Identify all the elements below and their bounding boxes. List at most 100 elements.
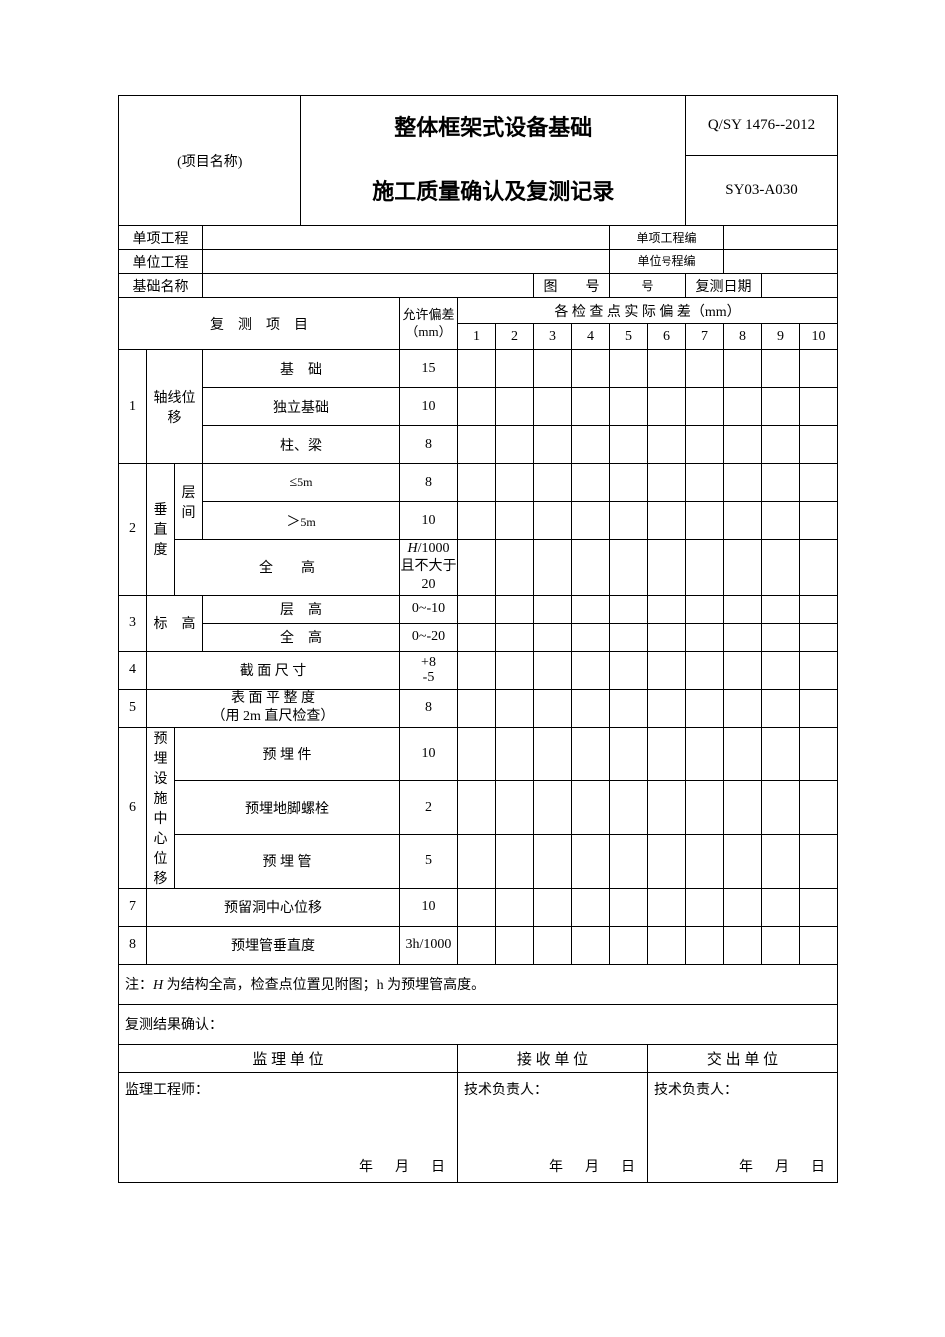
receive-unit-header: 接 收 单 位	[458, 1044, 648, 1072]
cell	[800, 595, 838, 623]
cell	[686, 834, 724, 888]
cell	[534, 623, 572, 651]
single-project-no-label: 单项工程编	[610, 226, 724, 250]
row-2c-tol: H/1000且不大于20	[400, 540, 458, 596]
cell	[800, 623, 838, 651]
confirm-cell: 复测结果确认：	[119, 1004, 838, 1044]
row-1-no: 1	[119, 350, 147, 464]
cell	[800, 689, 838, 727]
cell	[800, 388, 838, 426]
form-table: (项目名称) 整体框架式设备基础 Q/SY 1476--2012 施工质量确认及…	[118, 95, 838, 1183]
row-1-tol: 15	[400, 350, 458, 388]
cell	[724, 350, 762, 388]
cell	[648, 689, 686, 727]
cell	[572, 689, 610, 727]
cell	[686, 727, 724, 781]
row-1b-tol: 10	[400, 388, 458, 426]
row-3a-tol: 0~-10	[400, 595, 458, 623]
cell	[762, 426, 800, 464]
row-4-group: 截 面 尺 寸	[147, 651, 400, 689]
cell	[458, 781, 496, 835]
cell	[762, 651, 800, 689]
cell	[686, 540, 724, 596]
cell	[496, 540, 534, 596]
cell	[458, 388, 496, 426]
cell	[572, 727, 610, 781]
cell	[762, 689, 800, 727]
cell	[572, 926, 610, 964]
cell	[800, 888, 838, 926]
col-4: 4	[572, 324, 610, 350]
cell	[572, 623, 610, 651]
row-8-no: 8	[119, 926, 147, 964]
cell	[762, 595, 800, 623]
cell	[496, 834, 534, 888]
cell	[534, 781, 572, 835]
cell	[458, 502, 496, 540]
cell	[496, 651, 534, 689]
cell	[572, 426, 610, 464]
cell	[648, 623, 686, 651]
row-2b-tol: 10	[400, 502, 458, 540]
cell	[496, 464, 534, 502]
cell	[534, 540, 572, 596]
cell	[610, 926, 648, 964]
unit-project-label: 单位工程	[119, 250, 203, 274]
unit-project-no-value	[724, 250, 838, 274]
cell	[686, 502, 724, 540]
cell	[458, 727, 496, 781]
cell	[610, 727, 648, 781]
cell	[458, 350, 496, 388]
row-6b-sub: 预埋地脚螺栓	[175, 781, 400, 835]
cell	[724, 388, 762, 426]
row-1b-sub: 独立基础	[203, 388, 400, 426]
hao-label: 号	[610, 274, 686, 298]
cell	[534, 689, 572, 727]
cell	[724, 540, 762, 596]
single-project-label: 单项工程	[119, 226, 203, 250]
project-name-label: (项目名称)	[177, 155, 242, 170]
cell	[762, 926, 800, 964]
cell	[534, 926, 572, 964]
cell	[648, 651, 686, 689]
cell	[496, 595, 534, 623]
form-code: SY03-A030	[686, 156, 838, 226]
cell	[534, 834, 572, 888]
retest-date-value	[762, 274, 838, 298]
row-7-group: 预留洞中心位移	[147, 888, 400, 926]
single-project-value	[203, 226, 610, 250]
col-8: 8	[724, 324, 762, 350]
cell	[534, 464, 572, 502]
cell	[762, 388, 800, 426]
cell	[610, 888, 648, 926]
cell	[686, 781, 724, 835]
cell	[458, 464, 496, 502]
drawing-no-label: 图 号	[534, 274, 610, 298]
cell	[648, 595, 686, 623]
cell	[686, 888, 724, 926]
cell	[686, 651, 724, 689]
cell	[534, 595, 572, 623]
row-2a-sub: ≤5m	[203, 464, 400, 502]
cell	[762, 888, 800, 926]
cell	[496, 502, 534, 540]
spec-code: Q/SY 1476--2012	[686, 96, 838, 156]
col-7: 7	[686, 324, 724, 350]
row-3a-sub: 层 高	[203, 595, 400, 623]
cell	[458, 888, 496, 926]
row-8-group: 预埋管垂直度	[147, 926, 400, 964]
cell	[534, 727, 572, 781]
cell	[458, 926, 496, 964]
cell	[724, 464, 762, 502]
single-project-no-value	[724, 226, 838, 250]
row-8-tol: 3h/1000	[400, 926, 458, 964]
cell	[534, 350, 572, 388]
cell	[496, 623, 534, 651]
cell	[458, 651, 496, 689]
cell	[610, 595, 648, 623]
deliver-tech-lead-label: 技术负责人：	[654, 1083, 738, 1098]
deliver-sig-block: 技术负责人： 年 月 日	[648, 1072, 838, 1182]
cell	[724, 502, 762, 540]
cell	[800, 727, 838, 781]
col-5: 5	[610, 324, 648, 350]
